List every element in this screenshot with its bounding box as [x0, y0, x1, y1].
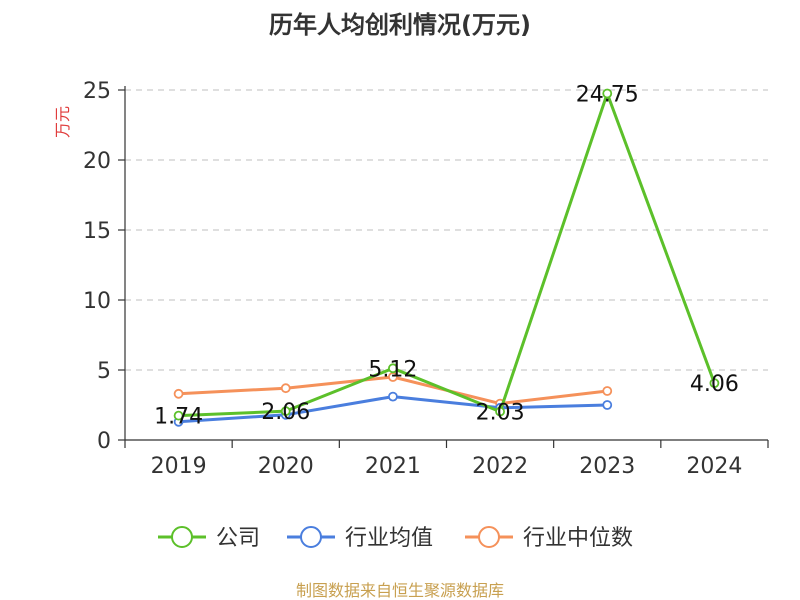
y-axis-label: 万元 — [53, 106, 72, 138]
legend: 公司 行业均值 行业中位数 — [158, 526, 633, 551]
y-tick-label: 25 — [83, 79, 111, 104]
y-tick-label: 5 — [97, 359, 111, 384]
data-point — [602, 400, 613, 410]
data-point — [602, 386, 613, 396]
data-point — [173, 388, 184, 399]
data-label: 24.75 — [576, 83, 639, 108]
data-point — [495, 406, 505, 417]
data-point — [602, 88, 613, 99]
data-point — [388, 391, 398, 402]
legend-label: 公司 — [216, 526, 260, 551]
legend-label: 行业均值 — [345, 526, 433, 551]
x-tick-label: 2019 — [151, 454, 207, 479]
data-point — [173, 410, 184, 421]
data-label: 4.06 — [690, 372, 739, 397]
series-0 — [173, 88, 720, 421]
data-point — [388, 363, 398, 374]
legend-label: 行业中位数 — [523, 526, 633, 551]
x-tick-label: 2021 — [365, 454, 421, 479]
data-label: 1.74 — [154, 405, 203, 430]
y-tick-label: 0 — [97, 429, 111, 454]
legend-marker — [300, 526, 322, 548]
legend-marker — [478, 526, 500, 548]
series-group — [173, 88, 720, 427]
x-tick-label: 2020 — [258, 454, 314, 479]
legend-item-2: 行业中位数 — [465, 526, 633, 551]
source-note: 制图数据来自恒生聚源数据库 — [296, 581, 504, 600]
y-tick-label: 20 — [83, 149, 111, 174]
data-point — [709, 378, 720, 389]
data-point — [280, 406, 291, 417]
data-point — [280, 383, 291, 394]
axes: 0 5 10 15 20 25 2019 2020 2021 2022 2023 2024 — [83, 79, 769, 479]
chart-title: 历年人均创利情况(万元) — [269, 11, 531, 39]
series-line — [178, 92, 716, 418]
legend-item-0: 公司 — [158, 526, 260, 551]
data-labels: 1.74 2.06 5.12 2.03 24.75 4.06 — [154, 83, 739, 430]
legend-marker — [171, 526, 193, 548]
x-tick-label: 2022 — [472, 454, 528, 479]
data-label: 2.06 — [261, 400, 310, 425]
legend-item-1: 行业均值 — [287, 526, 433, 551]
x-tick-label: 2024 — [686, 454, 742, 479]
data-label: 5.12 — [368, 357, 417, 382]
y-tick-label: 10 — [83, 289, 111, 314]
x-tick-label: 2023 — [579, 454, 635, 479]
grid-lines — [125, 89, 768, 371]
y-tick-label: 15 — [83, 219, 111, 244]
data-label: 2.03 — [476, 401, 525, 426]
